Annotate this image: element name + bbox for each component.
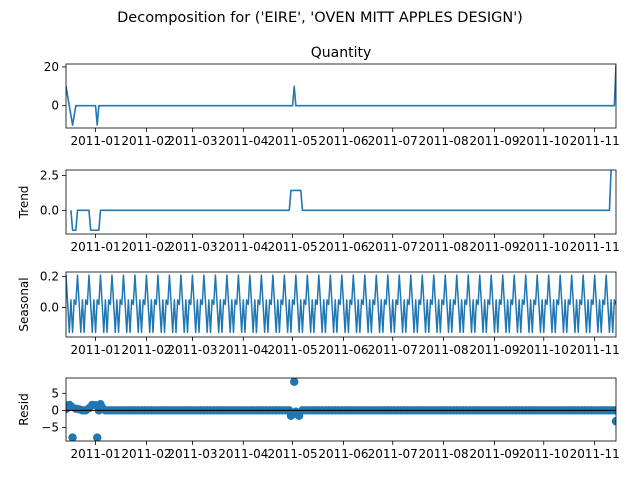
x-tick-label: 2011-11 [570, 240, 620, 254]
x-tick-label: 2011-04 [218, 447, 268, 461]
y-axis-label: Trend [17, 186, 31, 220]
resid-point [92, 433, 102, 441]
y-tick-label: 0 [51, 403, 59, 417]
y-tick-label: 0.0 [40, 203, 59, 217]
x-tick-label: 2011-03 [167, 134, 217, 148]
x-tick-label: 2011-03 [167, 343, 217, 357]
y-tick-label: 0 [51, 99, 59, 113]
panel-frame [65, 377, 617, 442]
x-tick-label: 2011-10 [519, 240, 569, 254]
series-line-observed [66, 64, 616, 126]
x-tick-label: 2011-10 [519, 343, 569, 357]
resid-point [68, 433, 77, 441]
x-tick-label: 2011-09 [469, 343, 519, 357]
x-tick-label: 2011-03 [167, 447, 217, 461]
x-tick-label: 2011-05 [267, 343, 317, 357]
x-tick-label: 2011-04 [218, 240, 268, 254]
x-tick-label: 2011-06 [318, 240, 368, 254]
y-tick-label: 20 [44, 60, 59, 74]
x-tick-label: 2011-02 [121, 240, 171, 254]
y-tick-label: 0.0 [40, 301, 59, 315]
panel-data-observed [66, 64, 616, 126]
y-axis-label: Seasonal [17, 277, 31, 331]
panel-data-seasonal [66, 274, 616, 334]
x-tick-label: 2011-02 [121, 447, 171, 461]
x-tick-label: 2011-08 [419, 134, 469, 148]
x-tick-label: 2011-10 [519, 134, 569, 148]
x-tick-label: 2011-01 [70, 240, 120, 254]
x-tick-label: 2011-07 [368, 343, 418, 357]
x-tick-label: 2011-06 [318, 343, 368, 357]
y-axis-label: Resid [17, 393, 31, 425]
x-tick-label: 2011-06 [318, 134, 368, 148]
x-tick-label: 2011-01 [70, 134, 120, 148]
x-tick-label: 2011-05 [267, 240, 317, 254]
x-tick-label: 2011-09 [469, 134, 519, 148]
x-tick-label: 2011-04 [218, 134, 268, 148]
x-tick-label: 2011-07 [368, 447, 418, 461]
y-tick-label: 0.2 [40, 270, 59, 284]
x-tick-label: 2011-11 [570, 447, 620, 461]
panel-title: Quantity [311, 45, 372, 61]
x-tick-label: 2011-07 [368, 240, 418, 254]
x-tick-label: 2011-05 [267, 134, 317, 148]
panel-data-resid [66, 378, 616, 441]
x-tick-label: 2011-10 [519, 447, 569, 461]
series-line-seasonal [66, 274, 616, 334]
figure-title: Decomposition for ('EIRE', 'OVEN MITT AP… [117, 10, 523, 26]
x-tick-label: 2011-06 [318, 447, 368, 461]
x-tick-label: 2011-02 [121, 343, 171, 357]
x-tick-label: 2011-11 [570, 343, 620, 357]
y-tick-label: 2.5 [40, 169, 59, 183]
series-line-trend [70, 170, 612, 232]
x-tick-label: 2011-05 [267, 447, 317, 461]
panel-frame [65, 63, 617, 129]
x-tick-label: 2011-02 [121, 134, 171, 148]
x-tick-label: 2011-09 [469, 240, 519, 254]
x-tick-label: 2011-08 [419, 447, 469, 461]
y-tick-label: 5 [51, 386, 59, 400]
x-tick-label: 2011-11 [570, 134, 620, 148]
x-tick-label: 2011-03 [167, 240, 217, 254]
resid-point [611, 417, 616, 426]
panel-frame [65, 271, 617, 338]
x-tick-label: 2011-01 [70, 447, 120, 461]
x-tick-label: 2011-01 [70, 343, 120, 357]
x-tick-label: 2011-08 [419, 343, 469, 357]
x-tick-label: 2011-04 [218, 343, 268, 357]
resid-point [290, 378, 299, 386]
y-tick-label: −5 [41, 420, 59, 434]
x-tick-label: 2011-07 [368, 134, 418, 148]
x-tick-label: 2011-09 [469, 447, 519, 461]
panel-data-trend [70, 170, 612, 232]
panel-frame [65, 169, 617, 235]
x-tick-label: 2011-08 [419, 240, 469, 254]
